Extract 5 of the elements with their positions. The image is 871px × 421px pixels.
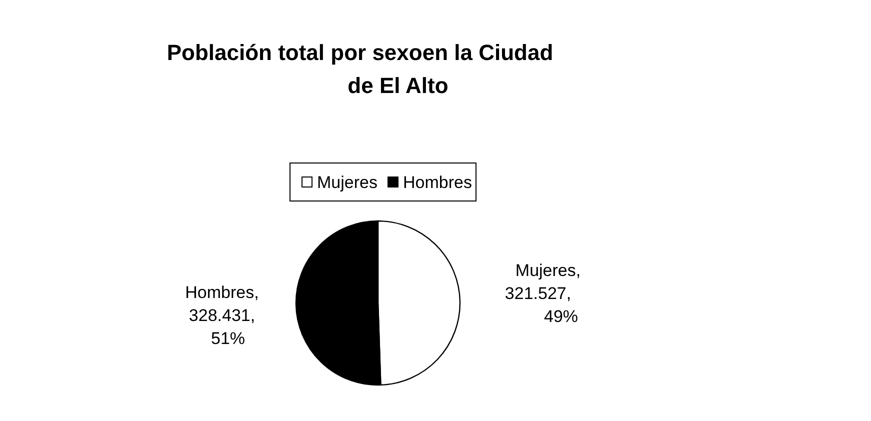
legend-label: Hombres (403, 173, 472, 192)
data-label: Mujeres, 321.527, 49% (504, 261, 581, 326)
data-label: Hombres, 328.431, 51% (185, 283, 259, 348)
chart-title: Población total por sexoen la Ciudad de El Alto (166, 40, 554, 98)
legend-label: Mujeres (317, 173, 378, 192)
